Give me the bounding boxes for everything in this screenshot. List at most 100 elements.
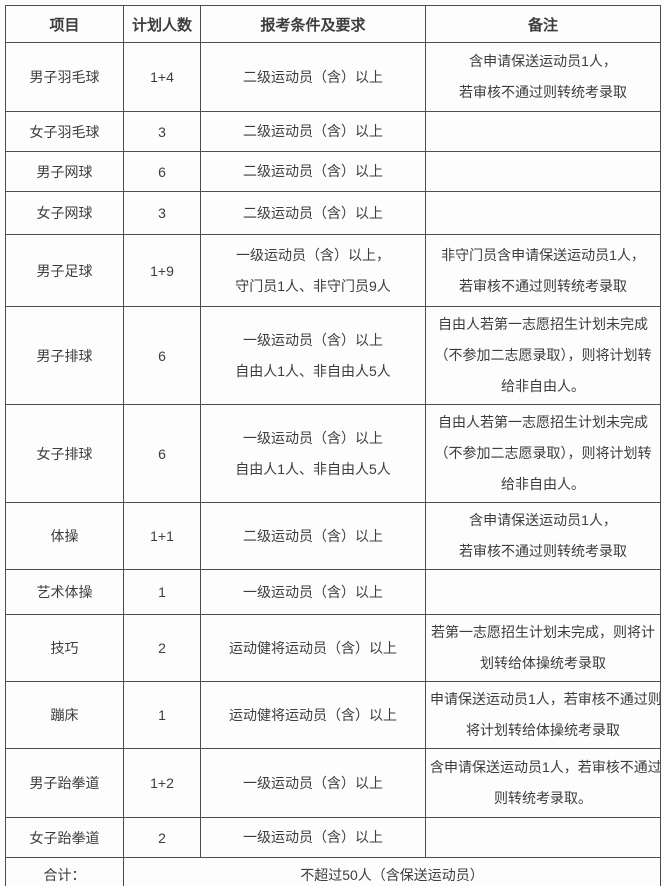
item-cell: 男子足球 bbox=[5, 234, 124, 307]
table-row: 男子排球 6 一级运动员（含）以上 自由人1人、非自由人5人 自由人若第一志愿招… bbox=[5, 306, 661, 405]
count-cell: 6 bbox=[123, 404, 201, 503]
cell-line: 二级运动员（含）以上 bbox=[243, 163, 383, 179]
cell-line: 一级运动员（含）以上 bbox=[243, 331, 383, 348]
conditions-cell: 二级运动员（含）以上 bbox=[200, 151, 426, 192]
conditions-cell: 一级运动员（含）以上 自由人1人、非自由人5人 bbox=[200, 306, 426, 405]
cell-line: 含申请保送运动员1人， bbox=[469, 53, 617, 69]
table-row: 女子跆拳道 2 一级运动员（含）以上 bbox=[5, 817, 661, 858]
notes-cell bbox=[425, 817, 661, 858]
count-cell: 1+9 bbox=[123, 234, 201, 307]
cell-line: 若第一志愿招生计划未完成，则将计 bbox=[431, 624, 655, 640]
cell-line: 自由人1人、非自由人5人 bbox=[235, 460, 391, 477]
item-cell: 男子网球 bbox=[5, 151, 124, 192]
cell-line: 则转统考录取。 bbox=[494, 790, 592, 806]
conditions-cell: 一级运动员（含）以上 自由人1人、非自由人5人 bbox=[200, 404, 426, 503]
cell-line: 自由人1人、非自由人5人 bbox=[235, 362, 391, 379]
cell-line: 二级运动员（含）以上 bbox=[243, 68, 383, 85]
cell-line: 含申请保送运动员1人，若审核不通过 bbox=[430, 759, 661, 775]
cell-line: 若审核不通过则转统考录取 bbox=[459, 543, 627, 559]
conditions-cell: 一级运动员（含）以上 bbox=[200, 748, 426, 818]
cell-line: 自由人若第一志愿招生计划未完成 bbox=[438, 316, 648, 332]
cell-line: 非守门员含申请保送运动员1人， bbox=[441, 246, 645, 263]
count-cell: 1+2 bbox=[123, 748, 201, 818]
cell-line: （不参加二志愿录取），则将计划转 bbox=[434, 347, 652, 363]
table-row: 艺术体操 1 一级运动员（含）以上 bbox=[5, 569, 661, 615]
table-row: 女子羽毛球 3 二级运动员（含）以上 bbox=[5, 111, 661, 152]
table-row: 女子排球 6 一级运动员（含）以上 自由人1人、非自由人5人 自由人若第一志愿招… bbox=[5, 404, 661, 503]
count-cell: 2 bbox=[123, 817, 201, 858]
table-row: 男子网球 6 二级运动员（含）以上 bbox=[5, 151, 661, 192]
cell-line: 二级运动员（含）以上 bbox=[243, 123, 383, 139]
cell-line: 申请保送运动员1人，若审核不通过则 bbox=[430, 691, 661, 707]
notes-cell: 含申请保送运动员1人， 若审核不通过则转统考录取 bbox=[425, 502, 661, 570]
cell-line: 一级运动员（含）以上 bbox=[243, 774, 383, 791]
cell-line: 给非自由人。 bbox=[501, 378, 585, 394]
notes-cell: 申请保送运动员1人，若审核不通过则 将计划转给体操统考录取 bbox=[425, 681, 661, 749]
cell-line: 守门员1人、非守门员9人 bbox=[235, 277, 391, 294]
conditions-cell: 二级运动员（含）以上 bbox=[200, 111, 426, 152]
cell-line: 二级运动员（含）以上 bbox=[243, 204, 383, 221]
cell-line: 一级运动员（含）以上 bbox=[243, 583, 383, 600]
cell-line: 运动健将运动员（含）以上 bbox=[229, 639, 397, 656]
cell-line: 一级运动员（含）以上 bbox=[243, 829, 383, 845]
item-cell: 女子羽毛球 bbox=[5, 111, 124, 152]
conditions-cell: 一级运动员（含）以上 bbox=[200, 569, 426, 615]
header-count: 计划人数 bbox=[123, 5, 201, 43]
notes-cell: 含申请保送运动员1人， 若审核不通过则转统考录取 bbox=[425, 42, 661, 112]
recruitment-plan-table: 项目 计划人数 报考条件及要求 备注 男子羽毛球 1+4 二级运动员（含）以上 … bbox=[5, 5, 661, 886]
total-label-cell: 合计： bbox=[5, 857, 124, 886]
count-cell: 1+1 bbox=[123, 502, 201, 570]
cell-line: 若审核不通过则转统考录取 bbox=[459, 84, 627, 100]
conditions-cell: 二级运动员（含）以上 bbox=[200, 502, 426, 570]
header-item: 项目 bbox=[5, 5, 124, 43]
cell-line: 二级运动员（含）以上 bbox=[243, 527, 383, 544]
conditions-cell: 一级运动员（含）以上， 守门员1人、非守门员9人 bbox=[200, 234, 426, 307]
notes-cell: 含申请保送运动员1人，若审核不通过 则转统考录取。 bbox=[425, 748, 661, 818]
notes-cell: 若第一志愿招生计划未完成，则将计 划转给体操统考录取 bbox=[425, 614, 661, 682]
item-cell: 蹦床 bbox=[5, 681, 124, 749]
cell-line: 若审核不通过则转统考录取 bbox=[459, 277, 627, 294]
header-conditions: 报考条件及要求 bbox=[200, 5, 426, 43]
cell-line: 划转给体操统考录取 bbox=[480, 655, 606, 671]
notes-cell bbox=[425, 151, 661, 192]
conditions-cell: 运动健将运动员（含）以上 bbox=[200, 614, 426, 682]
table-row: 体操 1+1 二级运动员（含）以上 含申请保送运动员1人， 若审核不通过则转统考… bbox=[5, 502, 661, 570]
notes-cell: 自由人若第一志愿招生计划未完成 （不参加二志愿录取），则将计划转 给非自由人。 bbox=[425, 404, 661, 503]
cell-line: 一级运动员（含）以上， bbox=[236, 246, 390, 263]
conditions-cell: 二级运动员（含）以上 bbox=[200, 42, 426, 112]
cell-line: 自由人若第一志愿招生计划未完成 bbox=[438, 414, 648, 430]
count-cell: 2 bbox=[123, 614, 201, 682]
total-row: 合计： 不超过50人（含保送运动员） bbox=[5, 857, 661, 886]
table-row: 男子羽毛球 1+4 二级运动员（含）以上 含申请保送运动员1人， 若审核不通过则… bbox=[5, 42, 661, 112]
notes-cell bbox=[425, 569, 661, 615]
item-cell: 女子网球 bbox=[5, 191, 124, 235]
conditions-cell: 运动健将运动员（含）以上 bbox=[200, 681, 426, 749]
count-cell: 6 bbox=[123, 306, 201, 405]
item-cell: 艺术体操 bbox=[5, 569, 124, 615]
notes-cell: 自由人若第一志愿招生计划未完成 （不参加二志愿录取），则将计划转 给非自由人。 bbox=[425, 306, 661, 405]
cell-line: 一级运动员（含）以上 bbox=[243, 429, 383, 446]
item-cell: 男子排球 bbox=[5, 306, 124, 405]
item-cell: 体操 bbox=[5, 502, 124, 570]
cell-line: （不参加二志愿录取），则将计划转 bbox=[434, 445, 652, 461]
item-cell: 女子跆拳道 bbox=[5, 817, 124, 858]
table-row: 技巧 2 运动健将运动员（含）以上 若第一志愿招生计划未完成，则将计 划转给体操… bbox=[5, 614, 661, 682]
conditions-cell: 二级运动员（含）以上 bbox=[200, 191, 426, 235]
count-cell: 1 bbox=[123, 569, 201, 615]
header-row: 项目 计划人数 报考条件及要求 备注 bbox=[5, 5, 661, 43]
item-cell: 技巧 bbox=[5, 614, 124, 682]
count-cell: 3 bbox=[123, 191, 201, 235]
count-cell: 3 bbox=[123, 111, 201, 152]
item-cell: 男子跆拳道 bbox=[5, 748, 124, 818]
item-cell: 男子羽毛球 bbox=[5, 42, 124, 112]
cell-line: 给非自由人。 bbox=[501, 476, 585, 492]
count-cell: 1 bbox=[123, 681, 201, 749]
table-row: 男子足球 1+9 一级运动员（含）以上， 守门员1人、非守门员9人 非守门员含申… bbox=[5, 234, 661, 307]
table-row: 蹦床 1 运动健将运动员（含）以上 申请保送运动员1人，若审核不通过则 将计划转… bbox=[5, 681, 661, 749]
cell-line: 含申请保送运动员1人， bbox=[469, 512, 617, 528]
table-row: 男子跆拳道 1+2 一级运动员（含）以上 含申请保送运动员1人，若审核不通过 则… bbox=[5, 748, 661, 818]
notes-cell bbox=[425, 191, 661, 235]
table-row: 女子网球 3 二级运动员（含）以上 bbox=[5, 191, 661, 235]
item-cell: 女子排球 bbox=[5, 404, 124, 503]
